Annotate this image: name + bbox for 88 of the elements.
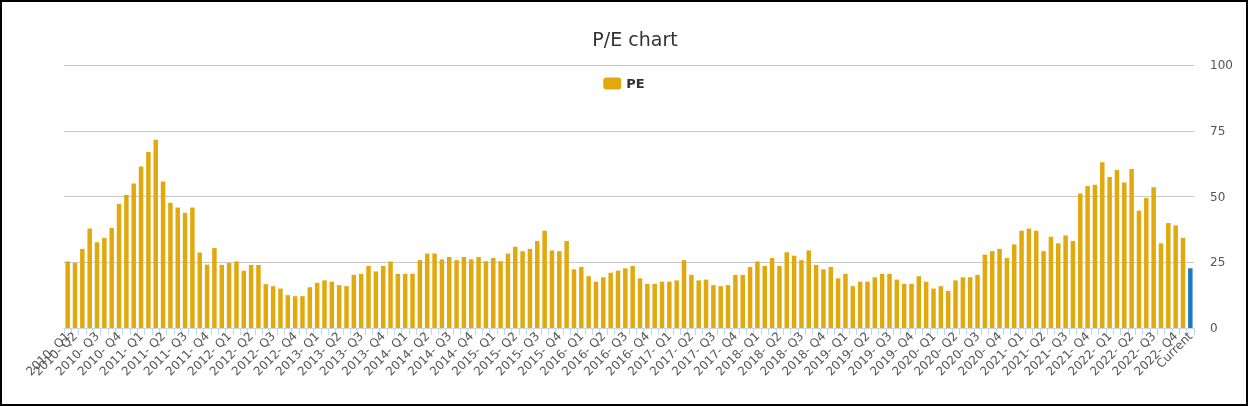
bar (909, 283, 914, 328)
bar (1122, 182, 1127, 328)
bar (498, 261, 503, 328)
bar (410, 273, 415, 328)
bar (674, 280, 679, 328)
bar (843, 273, 848, 328)
bar (1188, 268, 1193, 328)
bar (997, 248, 1002, 328)
bar (740, 274, 745, 328)
bar (131, 183, 136, 328)
bar (799, 260, 804, 328)
bar (513, 246, 518, 328)
bar (373, 271, 379, 328)
bar (1078, 193, 1083, 328)
bar (733, 274, 738, 328)
bar (102, 237, 107, 328)
bar (608, 272, 613, 328)
bar (586, 276, 591, 328)
bar (520, 251, 525, 328)
bar (564, 240, 569, 328)
bar (1041, 251, 1046, 328)
bar (755, 261, 760, 328)
bar (652, 283, 657, 328)
bar (931, 288, 936, 328)
bar (865, 281, 870, 328)
bar (777, 265, 782, 328)
bar (711, 285, 716, 328)
legend-label: PE (626, 76, 645, 91)
bar (557, 251, 562, 328)
bar (491, 258, 496, 328)
bar (1056, 243, 1061, 328)
bar (278, 288, 283, 328)
bar (1144, 198, 1149, 328)
bar (762, 265, 767, 328)
bar (1173, 225, 1178, 328)
bar (432, 253, 437, 328)
bar (601, 277, 606, 328)
bar (168, 202, 173, 328)
bar (65, 261, 70, 328)
bar (535, 240, 540, 328)
bar (146, 152, 151, 328)
bar (388, 261, 393, 328)
bar (623, 268, 628, 328)
bar (630, 265, 635, 328)
bar (821, 269, 826, 328)
bar (1100, 162, 1105, 328)
chart-title: P/E chart (592, 27, 678, 50)
bar (197, 252, 202, 328)
bar (1063, 235, 1068, 328)
bar (953, 280, 958, 328)
bar (667, 281, 672, 328)
bar (87, 228, 92, 328)
bar (153, 139, 158, 328)
bar (307, 287, 313, 328)
bar (256, 264, 261, 328)
bar (80, 248, 85, 328)
bar (454, 260, 459, 328)
bar (344, 286, 349, 328)
bar (542, 230, 547, 328)
bar (689, 274, 694, 328)
bar (579, 266, 584, 328)
bar (322, 280, 327, 328)
y-tick-label: 0 (1210, 321, 1218, 335)
bar (645, 283, 650, 328)
bar (292, 296, 298, 328)
bar (696, 280, 701, 328)
bar (234, 261, 239, 328)
bar (124, 194, 129, 328)
bar (109, 227, 114, 328)
bar (476, 256, 481, 328)
bar (1151, 187, 1156, 328)
bar (887, 273, 892, 328)
y-tick-label: 75 (1210, 123, 1226, 138)
bar (190, 207, 195, 328)
bar (1019, 230, 1024, 328)
y-tick-label: 25 (1210, 255, 1226, 270)
bar (1085, 185, 1090, 328)
bar (718, 286, 723, 328)
bar (1107, 177, 1112, 328)
bar (366, 265, 371, 328)
bar (212, 248, 217, 328)
bar (300, 296, 305, 328)
y-tick-label: 100 (1210, 58, 1233, 72)
bar (975, 274, 980, 328)
y-tick-label: 50 (1210, 189, 1226, 204)
bar (1129, 168, 1134, 328)
bar (175, 207, 180, 328)
bar (1166, 223, 1171, 328)
